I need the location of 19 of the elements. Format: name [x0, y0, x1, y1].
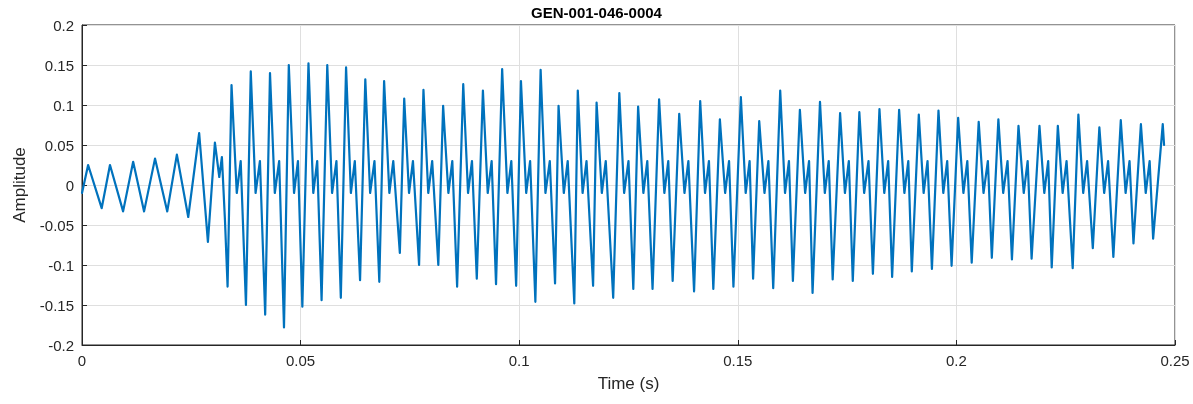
x-tick-label: 0.2 [945, 352, 967, 369]
y-tick-label: 0.05 [44, 136, 74, 154]
x-tick-label: 0.05 [286, 352, 316, 369]
x-axis-title: Time (s) [597, 374, 660, 393]
y-tick-label: -0.15 [39, 296, 74, 314]
y-tick-label: 0.15 [44, 56, 74, 74]
y-tick-label: 0 [65, 176, 74, 194]
y-tick-label: -0.1 [48, 256, 74, 274]
y-tick-label: 0.1 [53, 96, 74, 114]
y-axis-title: Amplitude [10, 147, 29, 223]
x-tick-label: 0.25 [1160, 352, 1190, 369]
chart-title: GEN-001-046-0004 [531, 4, 663, 21]
y-tick-label: -0.2 [48, 336, 74, 354]
y-tick-label: 0.2 [53, 16, 74, 34]
y-tick-label: -0.05 [39, 216, 74, 234]
line-series [80, 62, 1166, 329]
x-tick-label: 0 [77, 352, 87, 369]
x-tick-label: 0.1 [508, 352, 530, 369]
x-tick-label: 0.15 [723, 352, 753, 369]
